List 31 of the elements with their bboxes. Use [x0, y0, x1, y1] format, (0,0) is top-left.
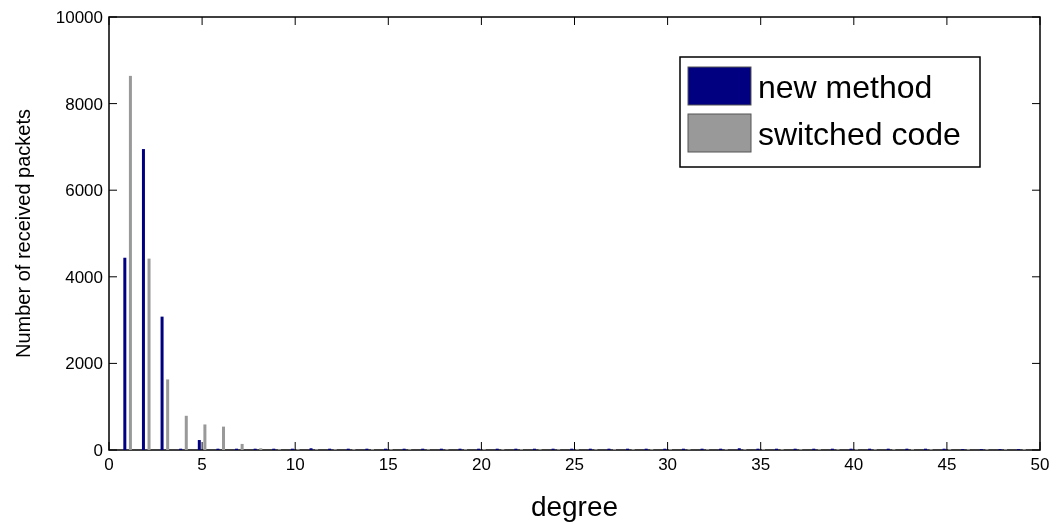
bar: [184, 415, 188, 450]
bar: [123, 257, 127, 450]
bar: [222, 426, 226, 450]
y-tick-label: 4000: [65, 267, 103, 287]
y-tick-label: 6000: [65, 181, 103, 201]
bar: [128, 75, 132, 450]
x-tick-label: 30: [658, 455, 678, 474]
x-tick-label: 10: [285, 455, 305, 474]
bar: [166, 379, 170, 450]
bar: [203, 424, 207, 450]
y-tick-label: 2000: [65, 354, 103, 374]
x-tick-label: 50: [1030, 455, 1050, 474]
bar: [240, 443, 244, 450]
x-tick-label: 45: [937, 455, 957, 474]
x-tick-label: 25: [565, 455, 584, 474]
bar: [147, 258, 151, 450]
x-axis-title: degree: [530, 491, 619, 522]
bar: [141, 149, 145, 450]
x-tick-label: 15: [378, 455, 398, 474]
x-tick-label: 35: [751, 455, 771, 474]
y-tick-label: 0: [93, 441, 103, 460]
y-tick-label: 10000: [55, 8, 103, 27]
y-axis-title: Number of received packets: [12, 108, 34, 359]
x-tick-label: 40: [844, 455, 864, 474]
x-tick-label: 5: [197, 455, 207, 474]
x-tick-label: 20: [471, 455, 491, 474]
y-tick-label: 8000: [65, 94, 103, 114]
legend-label: new method: [758, 69, 933, 105]
bar: [160, 316, 164, 450]
bar: [197, 440, 201, 450]
legend-label: switched code: [758, 116, 961, 152]
